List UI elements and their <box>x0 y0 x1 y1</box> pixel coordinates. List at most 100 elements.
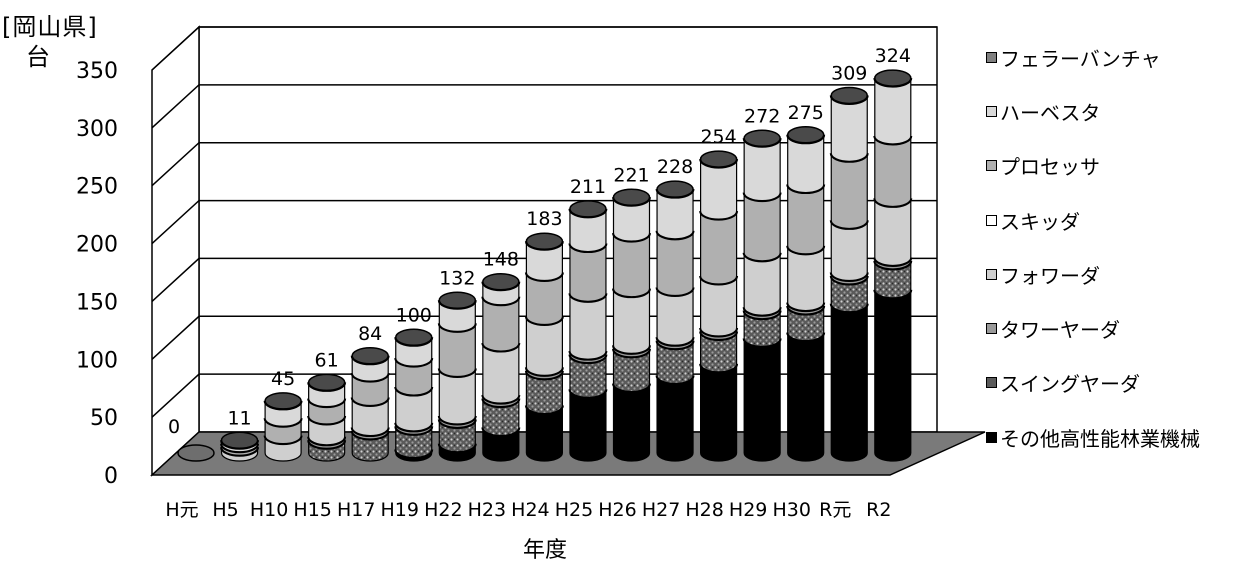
legend-swatch <box>986 268 997 280</box>
y-tick-label: 250 <box>76 175 118 200</box>
data-label: 132 <box>439 267 475 289</box>
legend-label: スキッダ <box>1000 209 1080 234</box>
bar-H24: 183 <box>524 208 564 462</box>
bars: 0 11 45 61 84 100 132 148 183 211 221 228 254 272 275 3… <box>168 45 913 462</box>
legend-item: その他高性能林業機械 <box>986 410 1200 464</box>
data-label: 228 <box>657 156 693 178</box>
data-label: 100 <box>396 304 432 326</box>
bar-top-cap <box>177 444 215 462</box>
data-label: 324 <box>875 45 911 67</box>
bar-R元: 309 <box>829 62 869 462</box>
legend-swatch <box>986 160 997 172</box>
x-axis-title: 年度 <box>523 538 567 563</box>
y-tick-label: 200 <box>76 233 118 258</box>
unit-label-prefecture: [岡山県] <box>2 13 98 41</box>
bar-H15: 61 <box>307 349 347 462</box>
data-label: 148 <box>483 249 519 271</box>
bar-H26: 221 <box>612 164 651 462</box>
data-label: 45 <box>271 368 295 390</box>
legend-label: その他高性能林業機械 <box>1000 426 1200 451</box>
legend-label: プロセッサ <box>1000 155 1100 180</box>
x-tick-label: H17 <box>337 499 375 521</box>
bar-top-cap <box>264 392 302 410</box>
bar-H元: 0 <box>168 416 215 462</box>
bar-top-cap <box>699 150 738 168</box>
bar-top-cap <box>307 373 346 392</box>
bar-segment-フォワーダ <box>569 293 607 360</box>
bar-segment-その他高性能林業機械 <box>830 303 868 462</box>
x-tick-label: H28 <box>685 499 723 521</box>
bar-top-cap <box>569 200 607 218</box>
data-label: 84 <box>358 323 382 345</box>
bar-top-cap <box>525 232 564 250</box>
bar-segment-その他高性能林業機械 <box>787 332 825 462</box>
gridline <box>151 141 937 187</box>
data-label: 272 <box>744 105 780 127</box>
bar-segment-その他高性能林業機械 <box>743 338 781 462</box>
legend-item: タワーヤーダ <box>986 301 1200 355</box>
legend-label: ハーベスタ <box>1000 100 1101 125</box>
x-tick-label: H30 <box>772 499 810 521</box>
y-tick-label: 300 <box>76 117 118 142</box>
bar-H25: 211 <box>568 176 608 462</box>
x-tick-label: R元 <box>819 499 851 521</box>
bar-top-cap <box>830 86 868 105</box>
x-tick-label: H25 <box>555 499 593 521</box>
data-label: 254 <box>700 126 736 148</box>
data-label: 183 <box>526 208 562 230</box>
bar-segment-プロセッサ <box>612 233 651 298</box>
unit-label-count: 台 <box>26 43 50 71</box>
bar-segment-その他高性能林業機械 <box>700 363 738 462</box>
bar-segment-その他高性能林業機械 <box>569 389 607 462</box>
legend-item: スキッダ <box>986 193 1200 247</box>
x-tick-label: H10 <box>250 499 288 521</box>
legend-item: スイングヤーダ <box>986 356 1200 410</box>
legend: フェラーバンチャハーベスタプロセッサスキッダフォワーダタワーヤーダスイングヤーダ… <box>986 30 1200 464</box>
legend-item: フェラーバンチャ <box>986 30 1200 84</box>
legend-swatch <box>986 105 997 117</box>
x-tick-label: H15 <box>293 499 331 521</box>
bar-H22: 132 <box>437 267 477 462</box>
y-tick-label: 100 <box>76 348 118 373</box>
bar-segment-プロセッサ <box>787 184 825 255</box>
legend-swatch <box>986 377 997 389</box>
y-tick-label: 350 <box>76 59 118 84</box>
x-tick-label: H23 <box>468 499 506 521</box>
bar-H29: 272 <box>742 105 782 462</box>
data-label: 0 <box>168 416 180 438</box>
legend-item: フォワーダ <box>986 247 1200 301</box>
legend-swatch <box>986 323 997 335</box>
bar-segment-プロセッサ <box>700 211 738 285</box>
bar-top-cap <box>395 328 433 347</box>
back-wall <box>198 26 938 433</box>
bar-segment-プロセッサ <box>830 153 868 230</box>
bar-H30: 275 <box>786 102 826 462</box>
y-tick-label: 50 <box>90 406 118 431</box>
data-label: 309 <box>831 62 867 84</box>
bar-H23: 148 <box>481 249 521 462</box>
legend-swatch <box>986 51 997 63</box>
bar-H5: 11 <box>220 407 260 462</box>
bar-segment-プロセッサ <box>656 230 694 297</box>
data-label: 221 <box>613 164 649 186</box>
bar-top-cap <box>786 126 825 144</box>
data-label: 211 <box>570 176 606 198</box>
x-tick-label: H22 <box>424 499 462 521</box>
bar-H10: 45 <box>263 368 303 462</box>
bar-segment-ハーベスタ <box>874 77 912 145</box>
bar-segment-フォワーダ <box>787 245 825 312</box>
bar-segment-ハーベスタ <box>830 95 868 162</box>
x-tick-label: R2 <box>866 499 891 521</box>
legend-label: タワーヤーダ <box>1000 318 1120 343</box>
bar-top-cap <box>482 272 520 291</box>
x-tick-label: H27 <box>642 499 680 521</box>
side-wall <box>151 25 200 477</box>
bar-segment-その他高性能林業機械 <box>874 289 912 462</box>
bar-top-cap <box>351 347 389 365</box>
gridline <box>151 26 937 71</box>
y-tick-label: 150 <box>76 290 118 315</box>
bar-segment-プロセッサ <box>743 192 781 262</box>
bar-top-cap <box>612 188 651 207</box>
bar-H17: 84 <box>350 323 390 462</box>
x-tick-label: H26 <box>598 499 636 521</box>
